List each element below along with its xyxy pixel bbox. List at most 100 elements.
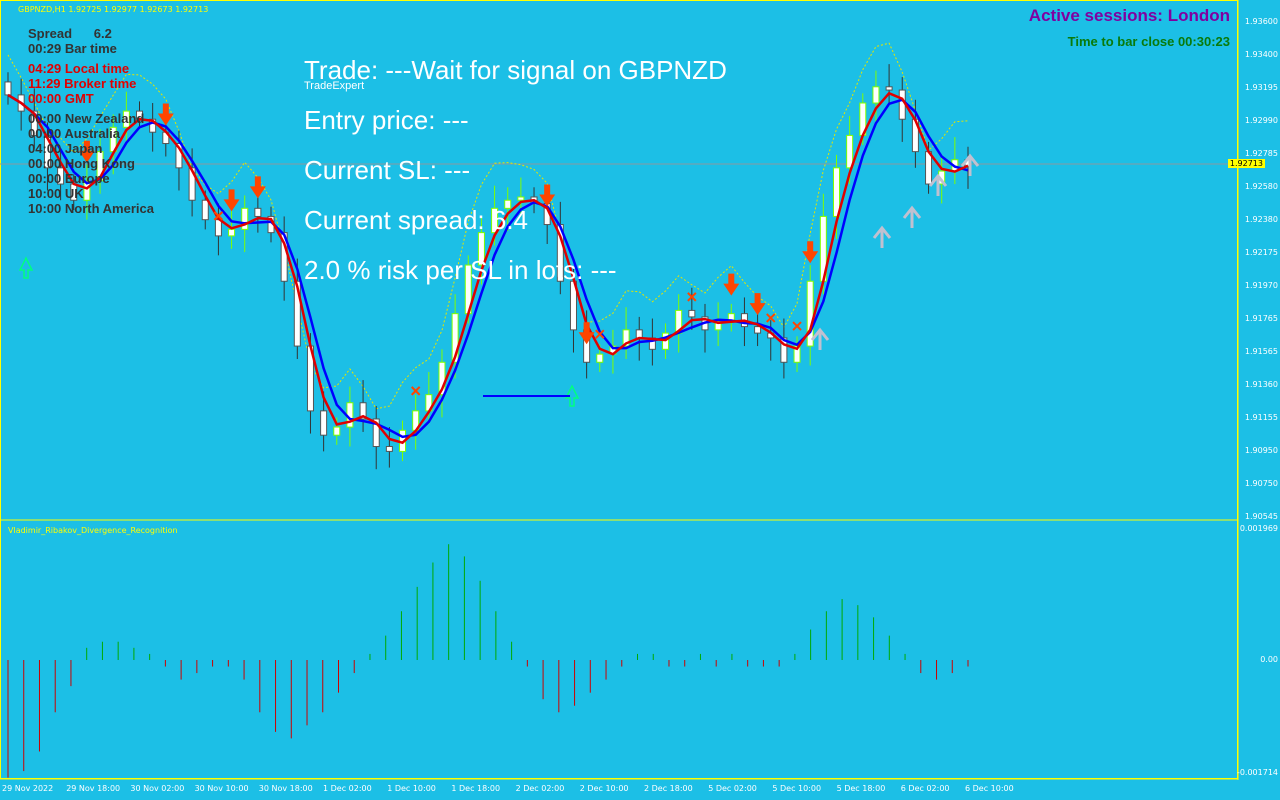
session-label: GMT — [61, 91, 94, 106]
signal-marker-icon — [902, 205, 922, 228]
candle-body — [622, 329, 630, 347]
candle-body — [30, 110, 38, 136]
spread-value: 6.2 — [93, 26, 112, 41]
candle-body — [925, 151, 933, 185]
session-time: 04:00 — [28, 141, 62, 156]
candle-body — [885, 86, 893, 91]
session-label: Europe — [61, 171, 110, 186]
session-row: 04:00 Japan — [28, 141, 102, 156]
session-label: UK — [61, 186, 84, 201]
session-time: 04:29 — [28, 61, 62, 76]
session-row: 00:00 GMT — [28, 91, 94, 106]
price-tick: 1.92785 — [1244, 149, 1278, 158]
price-tick: 1.92580 — [1244, 182, 1278, 191]
session-row: 00:29 Bar time — [28, 41, 117, 56]
entry-price: Entry price: --- — [304, 105, 469, 135]
price-tick: 1.93400 — [1244, 50, 1278, 59]
session-row: 04:29 Local time — [28, 61, 129, 76]
price-tick: 1.92380 — [1244, 215, 1278, 224]
session-row: 00:00 Hong Kong — [28, 156, 135, 171]
candle-body — [372, 418, 380, 448]
session-row: 11:29 Broker time — [28, 76, 136, 91]
price-tick: 1.92175 — [1244, 248, 1278, 257]
price-tick: 1.93195 — [1244, 83, 1278, 92]
price-tick: 1.90545 — [1244, 512, 1278, 521]
trade-status: Trade: ---Wait for signal on GBPNZD — [304, 55, 727, 85]
candle-body — [872, 86, 880, 104]
cross-marker-icon — [410, 386, 421, 396]
session-time: 10:00 — [28, 201, 62, 216]
indicator-tick: 0.001969 — [1239, 524, 1278, 533]
candle-body — [596, 353, 604, 363]
price-tick: 1.91155 — [1244, 413, 1278, 422]
candle-body — [898, 89, 906, 120]
candle-body — [4, 81, 12, 96]
sell-arrow-icon — [723, 273, 740, 296]
candle-body — [780, 337, 788, 363]
indicator-tick: -0.001714 — [1236, 768, 1278, 777]
price-tick: 1.91970 — [1244, 281, 1278, 290]
time-tick: 1 Dec 02:00 — [323, 784, 372, 793]
candle-body — [333, 426, 341, 436]
candle-body — [438, 361, 446, 396]
time-tick: 6 Dec 02:00 — [900, 784, 950, 793]
session-label: Broker time — [60, 76, 137, 91]
session-time: 10:00 — [28, 186, 62, 201]
signal-marker-icon — [960, 153, 980, 176]
candle-body — [96, 151, 104, 182]
time-tick: 5 Dec 10:00 — [772, 784, 822, 793]
cross-marker-icon — [687, 292, 697, 302]
time-tick: 2 Dec 02:00 — [515, 784, 565, 793]
time-tick: 1 Dec 18:00 — [451, 784, 501, 793]
trade-source: TradeExpert — [304, 80, 365, 92]
session-row: 00:00 Europe — [28, 171, 110, 186]
candle-body — [201, 199, 209, 221]
session-label: New Zealand — [61, 111, 145, 126]
candle-body — [477, 232, 485, 266]
time-tick: 29 Nov 2022 — [2, 784, 54, 793]
red-ma-line — [7, 91, 969, 445]
session-label: Local time — [61, 61, 130, 76]
signal-marker-icon — [872, 225, 892, 248]
session-label: Japan — [61, 141, 103, 156]
candle-body — [806, 280, 814, 347]
candle-body — [293, 280, 301, 347]
candle-body — [688, 309, 696, 318]
buy-arrow-icon — [564, 384, 580, 407]
current-sl: Current SL: --- — [304, 155, 471, 185]
session-time: 00:00 — [28, 171, 62, 186]
bar-close-timer: Time to bar close 00:30:23 — [1067, 34, 1230, 49]
price-tick: 1.90950 — [1244, 446, 1278, 455]
candle-body — [254, 207, 262, 217]
price-tick: 1.90750 — [1244, 479, 1278, 488]
current-spread: Current spread: 6.4 — [304, 205, 529, 235]
symbol-header: GBPNZD,H1 1.92725 1.92977 1.92673 1.9271… — [18, 5, 209, 14]
signal-marker-icon — [810, 327, 830, 350]
active-sessions: Active sessions: London — [1028, 6, 1230, 25]
time-tick: 2 Dec 18:00 — [644, 784, 693, 793]
time-tick: 30 Nov 02:00 — [130, 784, 185, 793]
candle-body — [149, 118, 157, 133]
candle-body — [83, 180, 91, 201]
session-row: 00:00 New Zealand — [28, 111, 144, 126]
candle-body — [57, 167, 65, 185]
session-time: 11:29 — [28, 76, 61, 91]
candle-body — [451, 313, 459, 363]
time-tick: 6 Dec 10:00 — [965, 784, 1014, 793]
price-tick: 1.93600 — [1244, 17, 1278, 26]
session-label: North America — [61, 201, 154, 216]
candle-body — [846, 134, 854, 169]
cross-marker-icon — [213, 211, 224, 221]
spread-row: Spread 6.2 — [28, 26, 112, 41]
risk-lots: 2.0 % risk per SL in lots: --- — [304, 255, 617, 285]
session-row: 00:00 Australia — [28, 126, 120, 141]
indicator-tick: 0.00 — [1260, 655, 1278, 664]
candle-body — [504, 199, 512, 209]
session-time: 00:00 — [28, 126, 62, 141]
candle-body — [517, 196, 525, 201]
time-tick: 5 Dec 02:00 — [708, 784, 757, 793]
candle-body — [359, 402, 367, 420]
price-tick: 1.92990 — [1244, 116, 1278, 125]
candle-body — [320, 410, 328, 436]
